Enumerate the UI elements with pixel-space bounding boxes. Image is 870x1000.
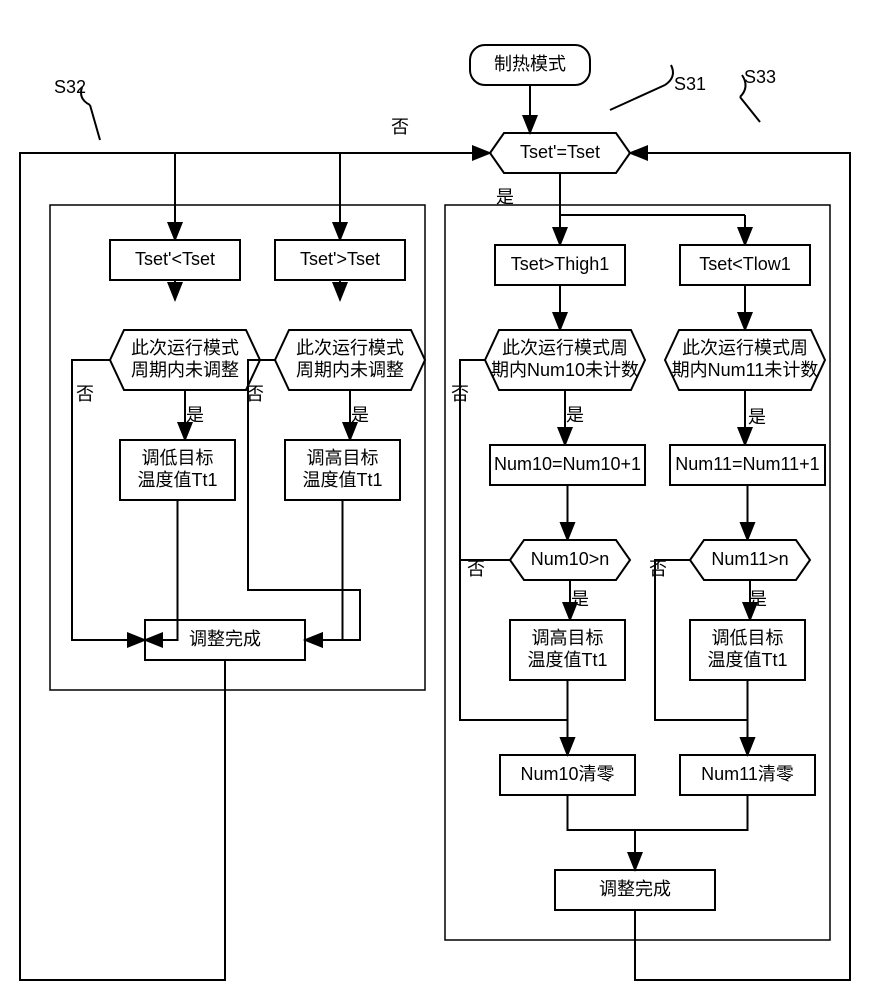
clr-hi-label: Num10清零 [520,764,614,784]
cond-hi-label: Tset>Thigh1 [511,254,610,274]
hex-n-lo-label: Num11>n [711,549,788,569]
hex-gt-l2: 周期内未调整 [296,360,404,380]
cond-gt-label: Tset'>Tset [300,249,380,269]
gt-yes: 是 [351,405,369,425]
left-done-label: 调整完成 [189,629,261,649]
nlo-no: 否 [649,559,667,579]
hex-lo-l1: 此次运行模式周 [682,338,808,358]
nhi-yes: 是 [571,589,589,609]
loop-left [20,153,490,980]
tag-s31: S31 [674,74,706,94]
act-gt-l1: 调高目标 [307,448,379,468]
act-lt-l1: 调低目标 [142,448,214,468]
cond-lt-label: Tset'<Tset [135,249,215,269]
clr-lo-label: Num11清零 [701,764,794,784]
act-gt-l2: 温度值Tt1 [302,470,382,490]
hex-n-hi-label: Num10>n [531,549,610,569]
lt-no: 否 [76,384,94,404]
right-done-label: 调整完成 [599,879,671,899]
hex-gt-l1: 此次运行模式 [296,338,404,358]
hi-yes: 是 [566,405,584,425]
nlo-yes: 是 [749,589,767,609]
cond-lo-label: Tset<Tlow1 [699,254,791,274]
flowchart: 制热模式Tset'=TsetS31S32S33否是Tset'<TsetTset'… [0,0,870,1000]
lt-yes: 是 [186,405,204,425]
act-hi-l2: 温度值Tt1 [527,650,607,670]
act-lo-l2: 温度值Tt1 [707,650,787,670]
start-label: 制热模式 [494,54,566,74]
inc-hi-label: Num10=Num10+1 [494,454,641,474]
hex-lt-l2: 周期内未调整 [131,360,239,380]
lead-s33 [740,97,760,122]
nhi-no: 否 [467,559,485,579]
tag-s33: S33 [744,67,776,87]
hex-hi-l2: 期内Num10未计数 [491,360,639,380]
lo-yes: 是 [748,407,766,427]
arr-clrhi-done [568,795,636,870]
s31-label: Tset'=Tset [520,142,600,162]
lead-s31 [610,85,665,110]
hex-hi-l1: 此次运行模式周 [502,338,628,358]
arr-to-lt [175,153,180,240]
arr-clrlo-done [635,795,748,830]
tag-s32: S32 [54,77,86,97]
arr-to-gt [340,153,345,240]
hex-lt-l1: 此次运行模式 [131,338,239,358]
act-lt-l2: 温度值Tt1 [137,470,217,490]
act-lo-l1: 调低目标 [712,628,784,648]
s31-no: 否 [391,117,409,137]
inc-lo-label: Num11=Num11+1 [675,454,819,474]
arr-actgt-done [305,500,343,640]
s31-yes: 是 [496,187,514,207]
hex-lo-l2: 期内Num11未计数 [672,360,819,380]
act-hi-l1: 调高目标 [532,628,604,648]
lead-s32 [90,105,100,140]
